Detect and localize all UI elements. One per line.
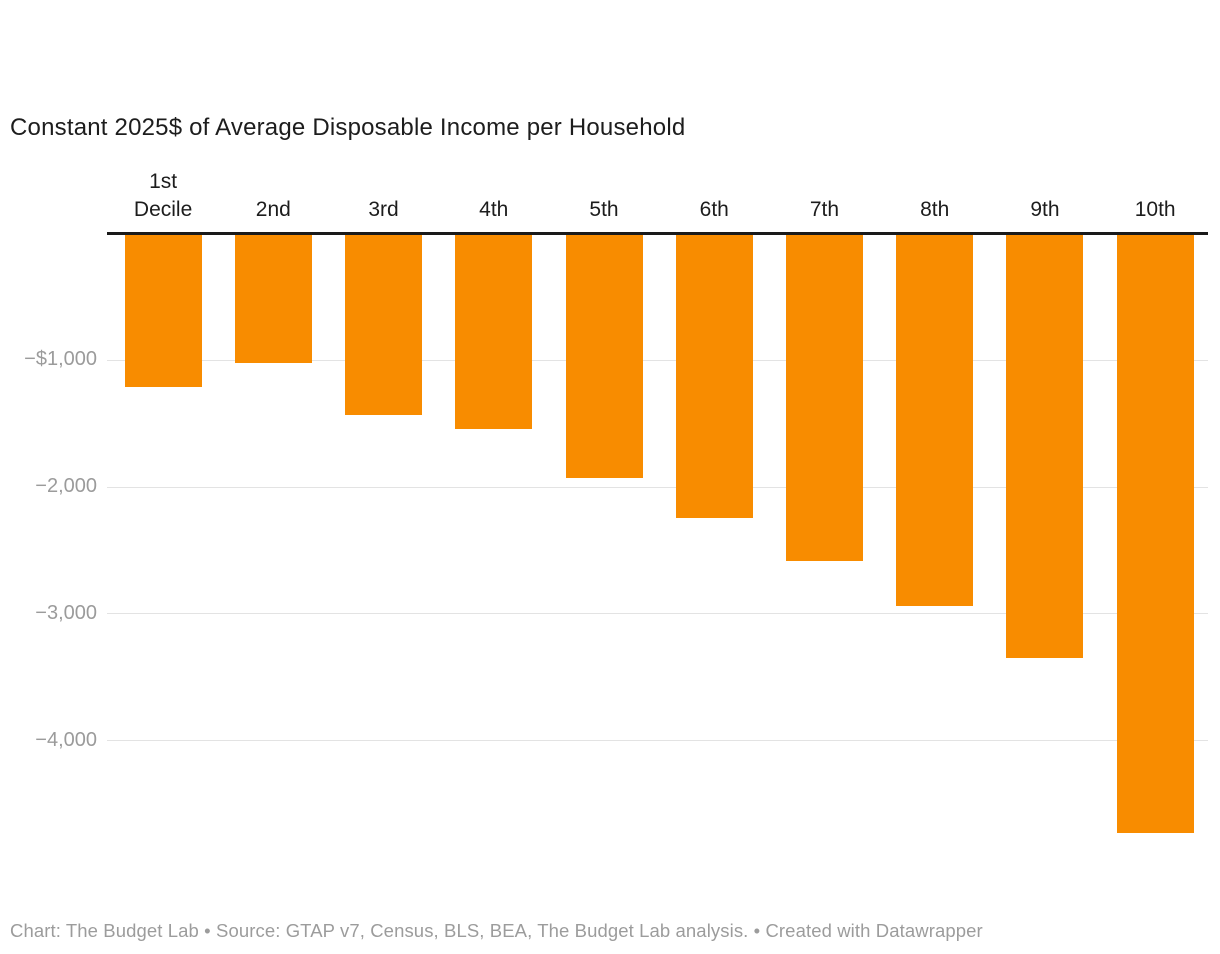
bar-5th[interactable]	[565, 233, 643, 479]
x-axis-label: 8th	[920, 198, 950, 221]
y-tick-label: −$1,000	[24, 348, 97, 371]
bar-10th[interactable]	[1116, 233, 1194, 834]
x-axis-label: 9th	[1030, 198, 1060, 221]
bar-2nd[interactable]	[234, 233, 312, 363]
x-axis-label: 4th	[479, 198, 509, 221]
x-axis-label: 10th	[1134, 198, 1176, 221]
x-axis-line	[107, 232, 1208, 235]
chart-footer: Chart: The Budget Lab • Source: GTAP v7,…	[10, 920, 983, 941]
chart-title: Constant 2025$ of Average Disposable Inc…	[10, 114, 686, 141]
bar-1st-decile[interactable]	[124, 233, 202, 387]
bar-9th[interactable]	[1006, 233, 1084, 659]
x-axis-label: 3rd	[368, 198, 399, 221]
bar-7th[interactable]	[785, 233, 863, 561]
gridline	[107, 740, 1208, 742]
bar-6th[interactable]	[675, 233, 753, 518]
x-axis-label: 6th	[699, 198, 729, 221]
bar-4th[interactable]	[455, 233, 533, 429]
bar-3rd[interactable]	[345, 233, 423, 415]
gridline	[107, 486, 1208, 488]
y-tick-label: −2,000	[35, 475, 97, 498]
x-axis-label: 1st Decile	[133, 170, 193, 221]
x-axis-label: 5th	[589, 198, 619, 221]
y-tick-label: −4,000	[35, 728, 97, 751]
gridline	[107, 613, 1208, 615]
bar-8th[interactable]	[896, 233, 974, 607]
x-axis-label: 7th	[809, 198, 840, 221]
y-tick-label: −3,000	[35, 601, 97, 624]
x-axis-label: 2nd	[255, 198, 291, 221]
gridline	[107, 359, 1208, 361]
